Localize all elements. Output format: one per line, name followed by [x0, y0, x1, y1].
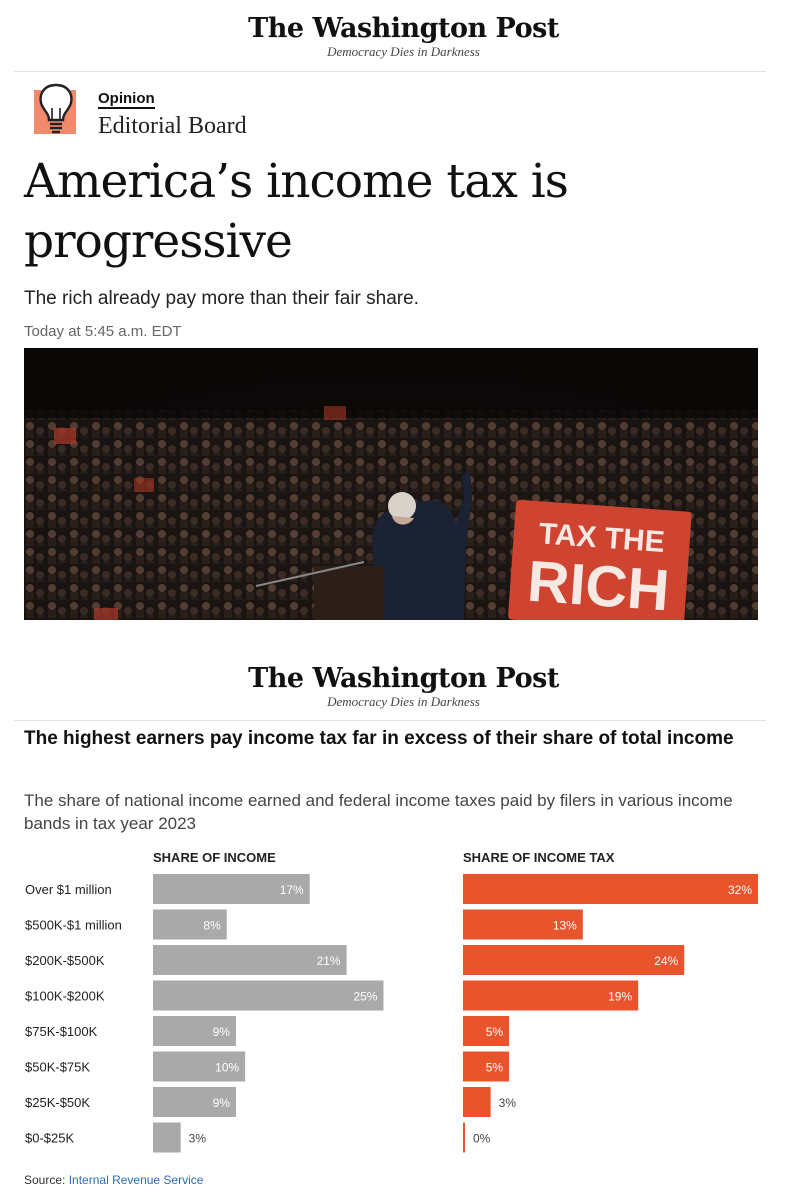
tax-bar	[463, 945, 685, 975]
income-bar	[153, 1016, 236, 1046]
sign-text-line2: RICH	[525, 549, 671, 620]
income-value-label: 9%	[213, 1096, 231, 1110]
income-bar	[153, 909, 227, 940]
tax-value-label: 19%	[608, 990, 632, 1004]
masthead: The Washington Post Democracy Dies in Da…	[0, 13, 807, 60]
tax-value-label: 24%	[654, 954, 678, 968]
category-label: $500K-$1 million	[25, 918, 122, 933]
category-label: Over $1 million	[25, 882, 112, 897]
income-panel-label: SHARE OF INCOME	[153, 850, 276, 865]
chart-title: The highest earners pay income tax far i…	[24, 728, 734, 749]
category-label: $50K-$75K	[25, 1060, 90, 1075]
source-prefix: Source:	[24, 1173, 69, 1187]
category-label: $0-$25K	[25, 1131, 74, 1146]
article-headline: America’s income tax is progressive	[24, 154, 569, 269]
editorial-board-author[interactable]: Editorial Board	[98, 113, 247, 139]
category-label: $75K-$100K	[25, 1024, 98, 1039]
opinion-section-link[interactable]: Opinion	[98, 90, 155, 109]
hero-photo: TAX THE RICH	[24, 348, 758, 620]
chart-masthead-tagline: Democracy Dies in Darkness	[327, 694, 480, 709]
chart-masthead-divider	[14, 720, 766, 721]
category-label: $100K-$200K	[25, 989, 105, 1004]
tax-value-label: 0%	[473, 1132, 491, 1146]
income-bar	[153, 980, 384, 1011]
masthead-tagline: Democracy Dies in Darkness	[327, 44, 480, 59]
source-link[interactable]: Internal Revenue Service	[68, 1173, 204, 1187]
tax-value-label: 5%	[486, 1061, 504, 1075]
income-value-label: 3%	[189, 1132, 207, 1146]
chart-subtitle: The share of national income earned and …	[24, 791, 733, 833]
income-value-label: 21%	[317, 954, 341, 968]
tax-bar	[463, 980, 639, 1011]
income-bar	[153, 1122, 181, 1153]
income-value-label: 25%	[353, 990, 377, 1004]
tax-bar	[463, 909, 583, 940]
chart-masthead: The Washington Post Democracy Dies in Da…	[0, 663, 807, 710]
article-timestamp: Today at 5:45 a.m. EDT	[24, 323, 182, 340]
lightbulb-icon	[34, 83, 76, 134]
chart-source: Source: Internal Revenue Service	[24, 1173, 203, 1187]
masthead-divider	[14, 71, 766, 72]
tax-value-label: 13%	[553, 919, 577, 933]
tax-bar	[463, 1122, 465, 1153]
category-label: $200K-$500K	[25, 953, 105, 968]
bar-chart: Over $1 million 17% 32% $500K-$1 million 8% 1…	[25, 874, 758, 1153]
income-bar	[153, 1087, 236, 1117]
rally-photo-illustration: TAX THE RICH	[24, 348, 758, 620]
income-value-label: 17%	[280, 883, 304, 897]
chart-area: Over $1 million 17% 32% $500K-$1 million 8% 1…	[0, 870, 807, 1160]
income-value-label: 10%	[215, 1061, 239, 1075]
tax-value-label: 3%	[499, 1096, 517, 1110]
income-bar	[153, 945, 347, 975]
tax-panel-label: SHARE OF INCOME TAX	[463, 850, 615, 865]
masthead-wordmark[interactable]: The Washington Post	[248, 13, 559, 44]
article-subhead: The rich already pay more than their fai…	[24, 288, 419, 309]
income-value-label: 8%	[203, 919, 221, 933]
tax-value-label: 32%	[728, 883, 752, 897]
tax-bar	[463, 1016, 510, 1046]
tax-bar	[463, 1087, 491, 1117]
income-value-label: 9%	[213, 1025, 231, 1039]
chart-masthead-wordmark: The Washington Post	[248, 663, 559, 694]
tax-bar	[463, 1051, 510, 1082]
income-bar	[153, 874, 310, 904]
income-bar	[153, 1051, 246, 1082]
tax-bar	[463, 874, 758, 904]
tax-value-label: 5%	[486, 1025, 504, 1039]
category-label: $25K-$50K	[25, 1095, 90, 1110]
